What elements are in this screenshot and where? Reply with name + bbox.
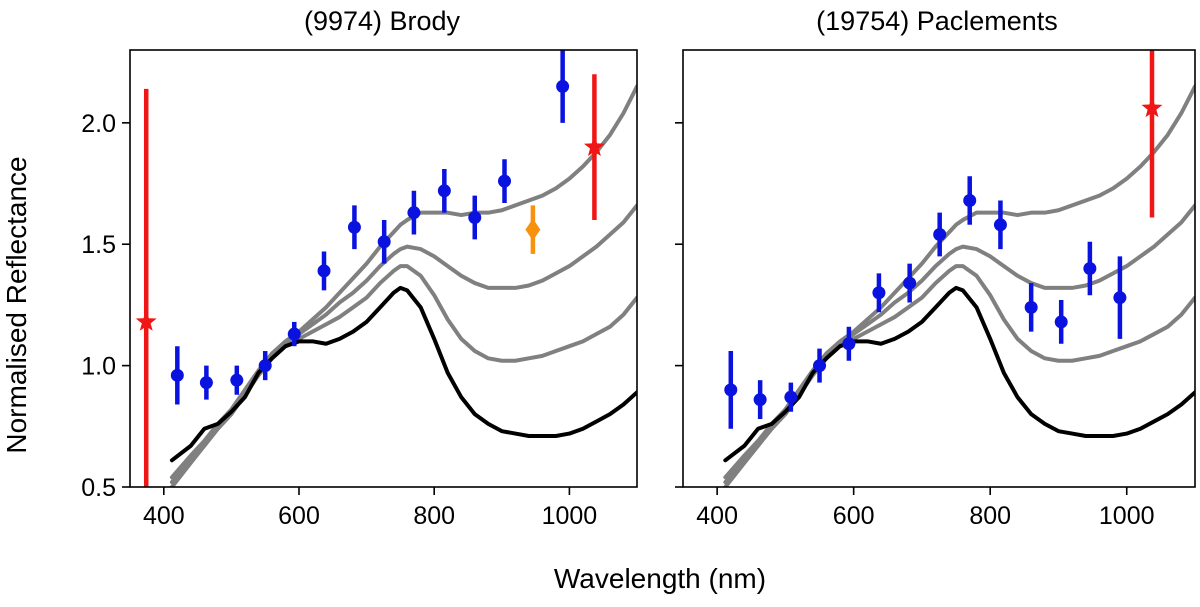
data-point bbox=[498, 174, 512, 188]
data-point bbox=[1024, 300, 1038, 314]
data-point bbox=[993, 218, 1007, 232]
model-curve-grey bbox=[169, 203, 637, 485]
y-tick-label: 1.5 bbox=[81, 231, 116, 259]
data-point bbox=[170, 368, 184, 382]
data-point bbox=[377, 235, 391, 249]
y-tick-label: 2.0 bbox=[81, 110, 116, 138]
data-point bbox=[199, 376, 213, 390]
data-point bbox=[347, 220, 361, 234]
x-tick-label: 800 bbox=[969, 502, 1011, 530]
x-tick-label: 400 bbox=[696, 502, 738, 530]
x-tick-label: 800 bbox=[413, 502, 455, 530]
y-axis-label: Normalised Reflectance bbox=[1, 156, 32, 453]
panel-2-frame bbox=[682, 49, 1196, 488]
data-point bbox=[258, 359, 272, 373]
y-tick-label: 1.0 bbox=[81, 353, 116, 381]
x-tick-label: 600 bbox=[278, 502, 320, 530]
data-point bbox=[724, 383, 738, 397]
data-point bbox=[753, 393, 767, 407]
data-point bbox=[963, 194, 977, 208]
model-curve-black bbox=[723, 285, 1195, 463]
model-curve-grey bbox=[723, 84, 1195, 480]
x-tick-label: 400 bbox=[143, 502, 185, 530]
data-point bbox=[1113, 291, 1127, 305]
star-data-point bbox=[1141, 97, 1163, 118]
x-tick-label: 1000 bbox=[1099, 502, 1155, 530]
data-point bbox=[1083, 262, 1097, 275]
y-tick-label: 0.5 bbox=[81, 474, 116, 502]
panel-2-title: (19754) Paclements bbox=[816, 6, 1058, 36]
data-point bbox=[872, 286, 886, 300]
data-point bbox=[287, 327, 301, 341]
panel-2-plot-area bbox=[723, 50, 1195, 487]
star-data-point bbox=[135, 310, 157, 331]
data-point bbox=[933, 228, 947, 242]
model-curve-black bbox=[169, 285, 637, 463]
diamond-data-point bbox=[525, 218, 541, 241]
data-point bbox=[842, 337, 856, 351]
data-point bbox=[1054, 315, 1068, 329]
panel-1-plot-area bbox=[135, 50, 637, 487]
panel-1-title: (9974) Brody bbox=[304, 6, 461, 36]
data-point bbox=[556, 79, 570, 93]
x-tick-label: 1000 bbox=[542, 502, 598, 530]
x-axis-label: Wavelength (nm) bbox=[554, 563, 766, 594]
data-point bbox=[813, 359, 827, 373]
data-point bbox=[407, 206, 421, 220]
data-point bbox=[903, 276, 917, 290]
data-point bbox=[317, 264, 331, 278]
x-tick-label: 600 bbox=[833, 502, 875, 530]
data-point bbox=[437, 184, 451, 198]
data-point bbox=[468, 211, 482, 225]
data-point bbox=[230, 373, 244, 387]
data-point bbox=[784, 390, 798, 404]
model-curve-grey bbox=[169, 84, 637, 480]
star-data-point bbox=[583, 136, 605, 157]
panel-1-frame bbox=[129, 49, 638, 488]
model-curve-grey bbox=[723, 203, 1195, 485]
